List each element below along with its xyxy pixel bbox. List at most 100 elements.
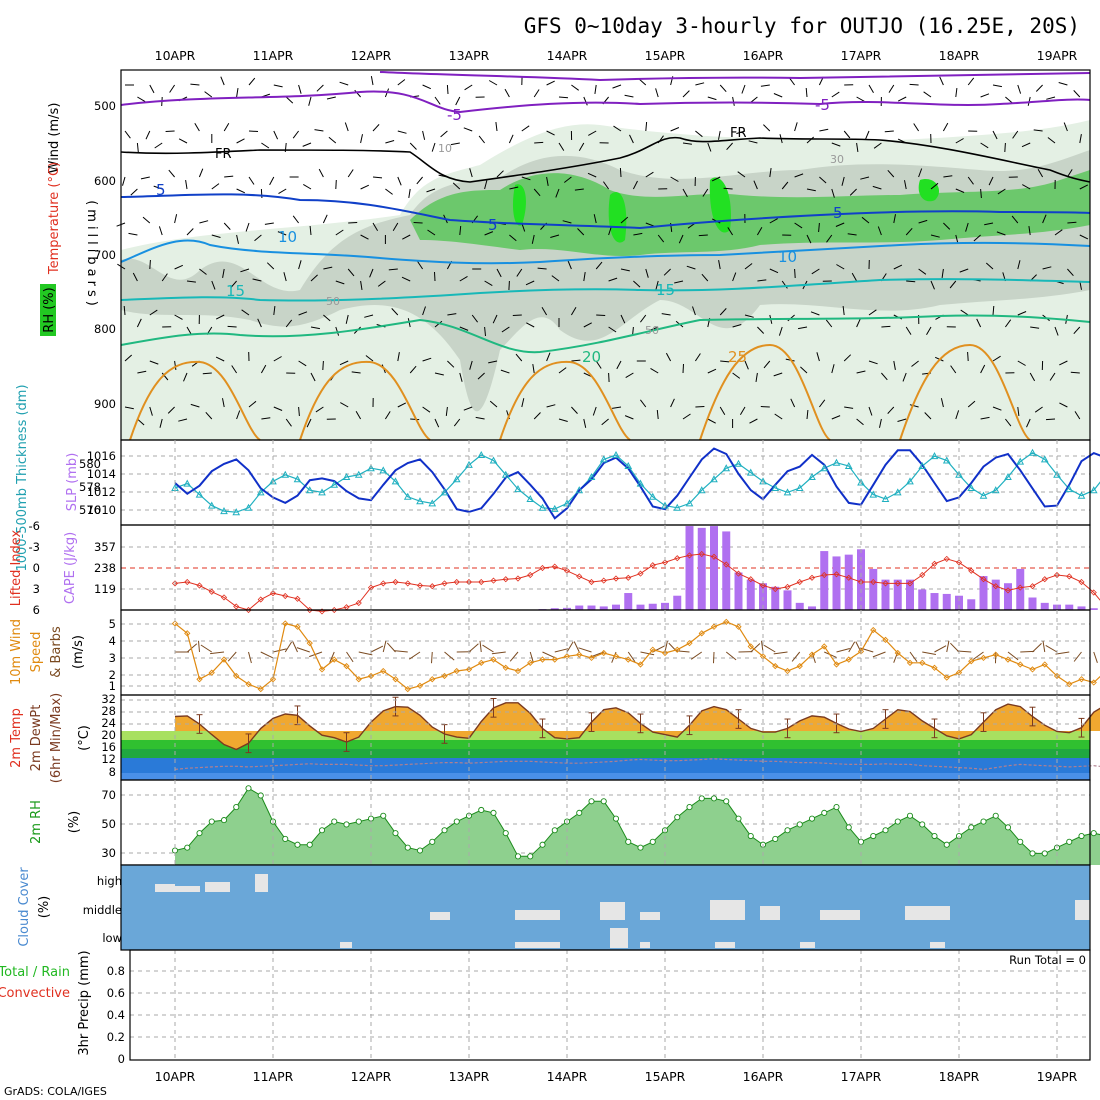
- li-point: [551, 563, 558, 570]
- li-point: [784, 583, 791, 590]
- upper-wind-barb: [273, 306, 276, 316]
- upper-wind-barb: [534, 141, 544, 144]
- upper-wind-barb: [613, 125, 622, 132]
- upper-wind-barb: [1046, 96, 1056, 100]
- upper-wind-barb: [763, 124, 771, 132]
- cloud-bar-middle: [640, 912, 660, 920]
- upper-wind-barb: [868, 309, 877, 316]
- wind-speed-point: [943, 674, 950, 681]
- cloud-bars: [155, 874, 1090, 948]
- upper-wind-barb: [124, 406, 134, 410]
- freezing-level: [120, 136, 1091, 183]
- temp-ticks: 32 28 24 20 16 12 8: [101, 692, 116, 779]
- wind-speed-point: [723, 618, 730, 625]
- wind-speed-point: [588, 654, 595, 662]
- cape-bar: [844, 554, 853, 610]
- upper-wind-barb: [546, 80, 555, 86]
- upper-wind-barb: [335, 229, 344, 236]
- upper-wind-barb: [298, 406, 300, 417]
- wind-barb: [836, 648, 850, 653]
- upper-wind-barb: [632, 180, 638, 190]
- upper-wind-barb: [533, 412, 541, 420]
- upper-wind-barb: [230, 280, 237, 289]
- upper-wind-barb: [955, 138, 964, 144]
- thickness-point: [599, 455, 608, 463]
- upper-wind-barb: [149, 360, 159, 365]
- cloud-bar-middle: [600, 902, 625, 920]
- wind-barb: [1042, 640, 1046, 653]
- thickness-point: [844, 461, 853, 469]
- upper-wind-barb: [541, 307, 548, 316]
- y-tick-label: 6: [33, 603, 40, 617]
- upper-wind-barb: [198, 168, 204, 178]
- thickness-point: [783, 488, 792, 496]
- isotherm-minus5: [120, 90, 1091, 114]
- upper-wind-barb: [918, 219, 928, 224]
- y-tick-label: 32: [101, 692, 116, 706]
- wind-speed-point: [980, 654, 987, 662]
- isotherm-plus10: [120, 239, 1091, 265]
- y-tick-label: 0: [118, 1052, 125, 1066]
- rh-point: [772, 835, 779, 842]
- rh-point: [625, 838, 632, 845]
- upper-wind-barb: [261, 142, 270, 149]
- upper-wind-barb: [174, 360, 177, 370]
- upper-wind-barb: [347, 268, 355, 277]
- thickness-point: [575, 486, 584, 494]
- wind-speed-point: [710, 623, 718, 630]
- thickness-point: [1040, 455, 1049, 463]
- wind-speed-point: [845, 656, 852, 663]
- upper-wind-barb: [624, 415, 634, 420]
- wind-barb: [1020, 650, 1035, 653]
- wind10m-label-3: & Barbs: [49, 626, 64, 678]
- upper-wind-barb: [831, 142, 841, 147]
- upper-wind-label: Wind (m/s): [47, 103, 62, 174]
- contour-label: 50: [645, 324, 659, 337]
- wind-speed-point: [441, 672, 448, 680]
- upper-wind-barb: [254, 234, 262, 242]
- upper-wind-barb: [682, 363, 684, 374]
- upper-wind-barb: [719, 308, 727, 316]
- li-point: [392, 578, 399, 586]
- upper-wind-barb: [692, 306, 696, 316]
- li-point: [576, 573, 583, 580]
- upper-wind-barb: [562, 220, 572, 224]
- upper-wind-barb: [769, 168, 772, 178]
- cape-bar: [710, 526, 718, 610]
- footer-credit: GrADS: COLA/IGES: [4, 1085, 107, 1098]
- date-label-top: 19APR: [1037, 48, 1078, 63]
- upper-wind-barb: [298, 260, 302, 270]
- upper-wind-barb: [122, 176, 126, 186]
- upper-wind-barb: [911, 360, 919, 367]
- wind-barb: [1032, 643, 1042, 653]
- date-label-bottom: 11APR: [253, 1069, 294, 1084]
- cape-bar: [624, 593, 633, 610]
- wind-speed-point: [674, 646, 681, 653]
- upper-wind-barb: [905, 326, 912, 335]
- li-point: [294, 595, 301, 602]
- upper-wind-barb: [755, 372, 758, 382]
- cape-bar: [991, 579, 1000, 610]
- upper-wind-barb: [1067, 268, 1074, 277]
- rh-legend-swatch: [40, 284, 56, 336]
- cape-bar: [599, 606, 608, 610]
- upper-wind-barb: [707, 418, 716, 424]
- li-point: [955, 559, 963, 566]
- upper-wind-barb: [495, 122, 498, 132]
- wind-speed-point: [625, 656, 632, 663]
- wind-barb: [509, 651, 519, 662]
- wind-speed-point: [233, 672, 240, 680]
- upper-wind-barb: [236, 138, 245, 144]
- temp-band: [121, 749, 1090, 758]
- wind-speed-point: [698, 630, 705, 637]
- upper-wind-barb: [167, 406, 175, 414]
- upper-wind-barb: [215, 356, 225, 362]
- wind-barb: [713, 651, 715, 664]
- upper-wind-barb: [169, 84, 176, 93]
- upper-wind-barb: [245, 222, 250, 232]
- upper-wind-barb: [980, 364, 986, 374]
- upper-mb-label: (millibars): [84, 200, 99, 310]
- upper-wind-barb: [695, 82, 705, 86]
- date-axis-top: 10APR 11APR 12APR 13APR 14APR 15APR 16AP…: [155, 48, 1078, 63]
- li-point: [269, 590, 277, 597]
